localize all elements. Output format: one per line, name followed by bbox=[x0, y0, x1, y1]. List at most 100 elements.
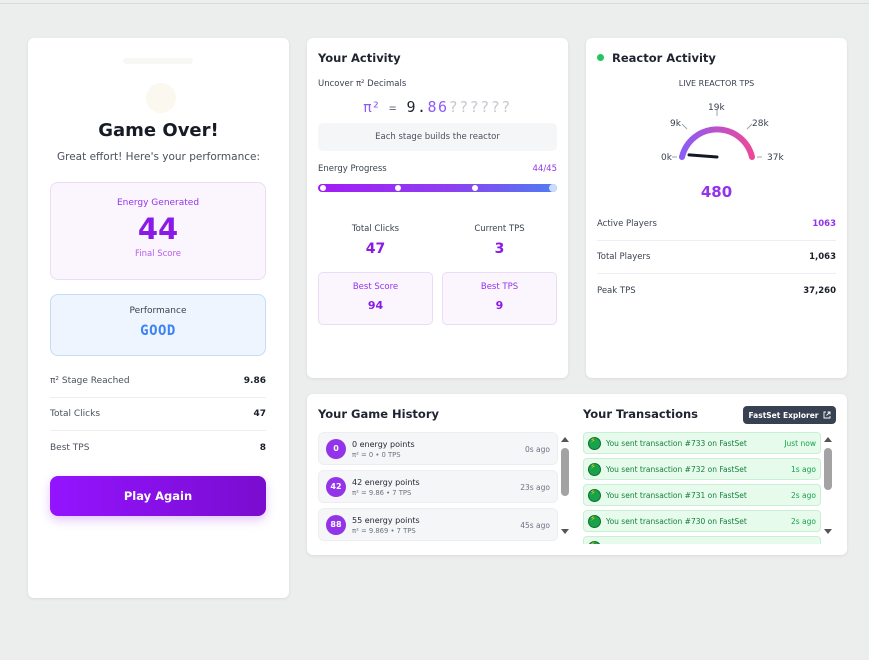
stage-note: Each stage builds the reactor bbox=[318, 123, 557, 151]
digits-hidden: ?????? bbox=[448, 98, 512, 116]
row-value: 37,260 bbox=[803, 285, 836, 296]
history-badge: 0 bbox=[326, 439, 346, 459]
transactions-list[interactable]: You sent transaction #733 on FastSet Jus… bbox=[583, 432, 823, 544]
progress-marker bbox=[472, 185, 478, 191]
energy-progress-label: Energy Progress bbox=[318, 164, 387, 174]
history-item: 0 0 energy points π² = 0 • 0 TPS 0s ago bbox=[318, 432, 558, 465]
best-tps-value: 9 bbox=[495, 299, 504, 312]
scroll-down-icon[interactable] bbox=[561, 529, 569, 534]
history-time: 45s ago bbox=[520, 521, 550, 530]
game-history-title: Your Game History bbox=[318, 407, 439, 421]
current-tps-stat: Current TPS 3 bbox=[442, 224, 557, 257]
history-item: 42 42 energy points π² = 9.86 • 7 TPS 23… bbox=[318, 470, 558, 503]
lightning-icon bbox=[588, 462, 601, 476]
fastset-explorer-button[interactable]: FastSet Explorer bbox=[743, 406, 836, 424]
energy-generated-box: Energy Generated 44 Final Score bbox=[50, 182, 266, 280]
transaction-text: You sent transaction #730 on FastSet bbox=[606, 517, 747, 526]
history-badge: 88 bbox=[326, 515, 346, 535]
lightning-icon bbox=[588, 540, 601, 544]
history-points: 42 energy points bbox=[352, 478, 420, 487]
stat-row-best-tps: Best TPS 8 bbox=[50, 431, 266, 464]
history-detail: π² = 9.86 • 7 TPS bbox=[352, 489, 412, 497]
transaction-text: You sent transaction #733 on FastSet bbox=[606, 439, 747, 448]
history-item: 88 55 energy points π² = 9.869 • 7 TPS 4… bbox=[318, 508, 558, 541]
current-tps-value: 3 bbox=[494, 241, 505, 257]
energy-generated-value: 44 bbox=[137, 212, 179, 246]
transaction-time: 1s ago bbox=[790, 465, 816, 474]
energy-progress-bar bbox=[318, 184, 557, 192]
top-divider bbox=[0, 3, 869, 4]
scroll-up-icon[interactable] bbox=[561, 437, 569, 442]
live-indicator-icon bbox=[597, 54, 604, 61]
gauge-tick-label: 9k bbox=[670, 119, 682, 129]
uncover-label: Uncover π² Decimals bbox=[318, 79, 407, 89]
lightning-icon bbox=[588, 436, 601, 450]
transaction-item bbox=[583, 536, 821, 544]
transaction-time: 2s ago bbox=[790, 491, 816, 500]
active-players-row: Active Players 1063 bbox=[597, 208, 836, 241]
faded-decoration bbox=[123, 58, 193, 64]
stat-label: Total Clicks bbox=[50, 409, 101, 419]
scroll-thumb[interactable] bbox=[561, 448, 569, 496]
performance-label: Performance bbox=[129, 306, 187, 316]
best-tps-label: Best TPS bbox=[480, 282, 519, 292]
external-link-icon bbox=[823, 411, 830, 419]
history-scrollbar[interactable] bbox=[560, 432, 570, 544]
energy-generated-label: Energy Generated bbox=[116, 198, 200, 208]
current-tps-label: Current TPS bbox=[474, 224, 525, 234]
history-time: 0s ago bbox=[524, 445, 550, 454]
gauge-tick bbox=[681, 123, 688, 130]
row-label: Active Players bbox=[597, 219, 657, 229]
total-clicks-stat: Total Clicks 47 bbox=[318, 224, 433, 257]
energy-progress-value: 44/45 bbox=[532, 164, 558, 174]
transactions-scrollbar[interactable] bbox=[823, 432, 833, 544]
transaction-time: Just now bbox=[784, 439, 816, 448]
reactor-title: Reactor Activity bbox=[612, 51, 716, 65]
activity-title: Your Activity bbox=[318, 51, 401, 65]
transactions-title: Your Transactions bbox=[583, 407, 699, 421]
reactor-tps-value: 480 bbox=[700, 183, 733, 201]
row-label: Peak TPS bbox=[597, 285, 636, 296]
scroll-thumb[interactable] bbox=[824, 448, 832, 490]
total-clicks-label: Total Clicks bbox=[351, 224, 400, 234]
gauge-tick-label: 19k bbox=[708, 103, 725, 113]
stat-row-clicks: Total Clicks 47 bbox=[50, 398, 266, 431]
gauge-needle bbox=[687, 153, 719, 159]
peak-tps-row: Peak TPS 37,260 bbox=[597, 274, 836, 307]
live-reactor-label: LIVE REACTOR TPS bbox=[678, 79, 755, 88]
best-score-value: 94 bbox=[367, 299, 384, 312]
history-badge: 42 bbox=[326, 477, 346, 497]
history-detail: π² = 9.869 • 7 TPS bbox=[352, 527, 416, 535]
pi-symbol: π² bbox=[363, 100, 381, 116]
digits-known: 9. bbox=[406, 98, 428, 116]
progress-remaining bbox=[549, 184, 557, 192]
history-transactions-card: Your Game History Your Transactions Fast… bbox=[307, 394, 847, 555]
reactor-card: Reactor Activity LIVE REACTOR TPS 0k 9k … bbox=[586, 38, 847, 378]
pi-digits-display: π² = 9.86?????? bbox=[307, 98, 568, 116]
performance-box: Performance GOOD bbox=[50, 294, 266, 356]
game-over-card: Game Over! Great effort! Here's your per… bbox=[28, 38, 289, 598]
explorer-button-label: FastSet Explorer bbox=[748, 410, 819, 420]
play-again-button[interactable]: Play Again bbox=[50, 476, 266, 516]
transaction-item: You sent transaction #731 on FastSet 2s … bbox=[583, 484, 821, 506]
final-score-label: Final Score bbox=[134, 249, 182, 259]
transaction-text: You sent transaction #731 on FastSet bbox=[606, 491, 747, 500]
row-value: 1063 bbox=[812, 219, 836, 229]
scroll-down-icon[interactable] bbox=[824, 529, 832, 534]
history-detail: π² = 0 • 0 TPS bbox=[352, 451, 401, 459]
stat-label: Best TPS bbox=[50, 442, 90, 453]
lightning-icon bbox=[588, 488, 601, 502]
progress-marker bbox=[395, 185, 401, 191]
transaction-time: 2s ago bbox=[790, 517, 816, 526]
stat-value: 8 bbox=[259, 442, 266, 453]
tps-gauge: 0k 9k 19k 28k 37k bbox=[661, 103, 784, 163]
game-over-subtitle: Great effort! Here's your performance: bbox=[57, 151, 260, 163]
history-points: 0 energy points bbox=[352, 440, 415, 449]
progress-marker bbox=[320, 185, 326, 191]
gauge-tick-label: 0k bbox=[661, 153, 673, 163]
game-history-list[interactable]: 0 0 energy points π² = 0 • 0 TPS 0s ago … bbox=[318, 432, 558, 544]
stat-label: π² Stage Reached bbox=[50, 376, 130, 386]
scroll-up-icon[interactable] bbox=[824, 437, 832, 442]
stat-row-stage: π² Stage Reached 9.86 bbox=[50, 365, 266, 398]
transaction-item: You sent transaction #732 on FastSet 1s … bbox=[583, 458, 821, 480]
